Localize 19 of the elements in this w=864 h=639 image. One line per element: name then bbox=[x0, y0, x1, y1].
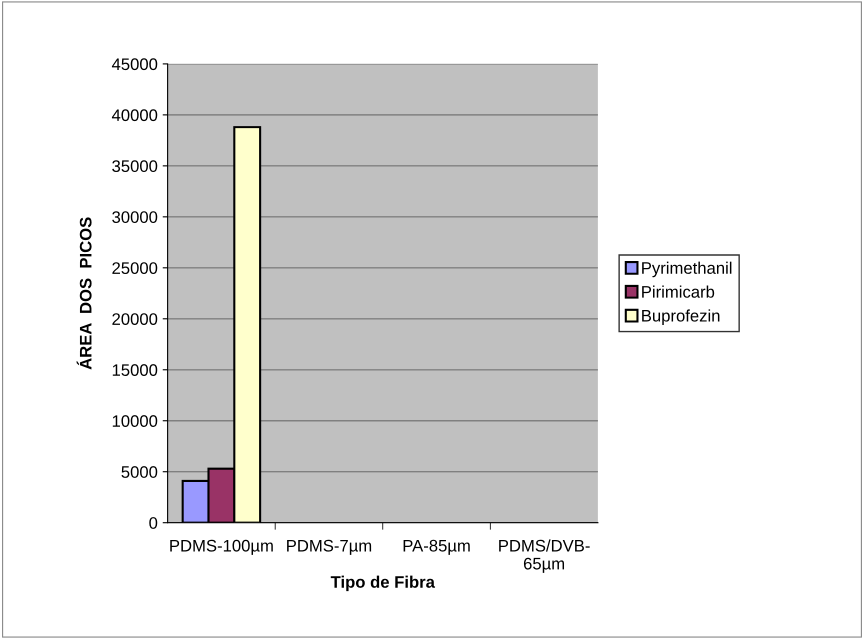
y-tick-label: 10000 bbox=[112, 415, 158, 427]
y-tick-label: 0 bbox=[149, 517, 158, 529]
x-tick-label: PA-85µm bbox=[404, 540, 470, 555]
y-tick-label: 30000 bbox=[112, 211, 158, 224]
y-tick-label: 5000 bbox=[121, 466, 158, 478]
y-tick-label: 20000 bbox=[112, 313, 158, 325]
y-tick-label: 35000 bbox=[112, 160, 158, 172]
legend-label: Pirimicarb bbox=[642, 286, 714, 298]
y-tick-label: 25000 bbox=[112, 262, 158, 274]
y-tick-label: 15000 bbox=[112, 364, 158, 376]
x-tick-label: PDMS/DVB-65µm bbox=[499, 539, 590, 573]
y-axis-title: ÁREA DOS PICOS bbox=[76, 217, 92, 370]
x-tick-label: PDMS-100µm bbox=[170, 540, 273, 555]
x-tick-label: PDMS-7µm bbox=[287, 540, 372, 555]
legend-label: Pyrimethanil bbox=[642, 262, 732, 278]
y-tick-label: 40000 bbox=[112, 109, 158, 122]
x-axis-title: Tipo de Fibra bbox=[330, 576, 436, 592]
y-tick-label: 45000 bbox=[112, 58, 158, 70]
legend-label: Buprofezin bbox=[642, 309, 720, 325]
